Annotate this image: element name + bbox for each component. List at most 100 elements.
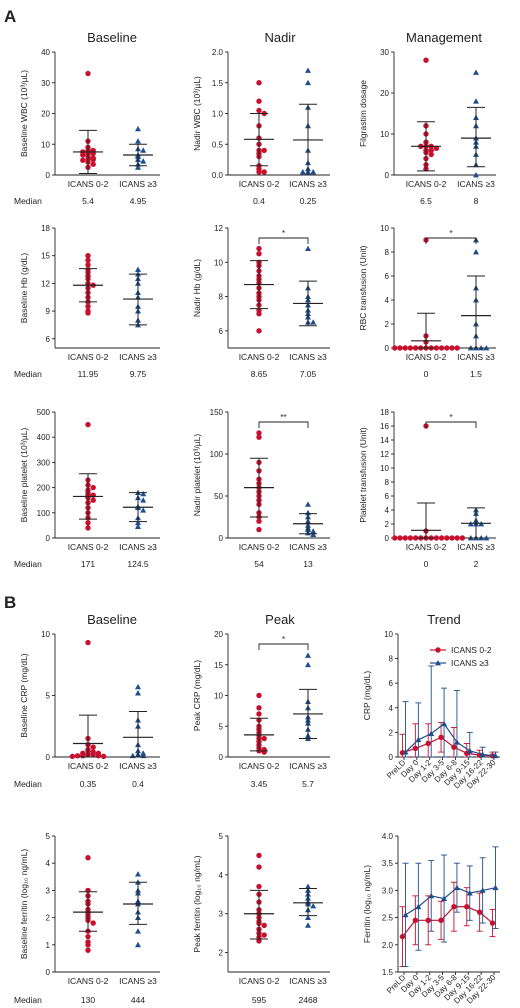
section-a-title-management: Management [406, 30, 482, 45]
icans-3plus-point [473, 249, 479, 255]
trend-point [402, 911, 409, 918]
trend-point [415, 903, 422, 910]
icans-0-2-point [85, 262, 91, 268]
y-axis-label: CRP (mg/dL) [362, 671, 372, 721]
icans-3plus-point [135, 871, 141, 877]
y-tick-label: 8 [219, 293, 224, 302]
significance-label: * [449, 413, 452, 422]
icans-0-2-point [90, 751, 96, 758]
y-axis-label: Filgrastim dosage [358, 80, 368, 147]
icans-3plus-point [473, 172, 479, 178]
y-tick-label: 0 [385, 344, 390, 353]
icans-0-2-point [256, 852, 262, 859]
icans-0-2-point [256, 328, 262, 334]
median-value: 595 [252, 995, 266, 1005]
legend-marker [435, 660, 441, 666]
y-tick-label: 200 [37, 484, 51, 493]
x-category-label: ICANS 0-2 [239, 761, 280, 771]
median-value: 171 [81, 559, 95, 569]
x-category-label: ICANS ≥3 [457, 352, 495, 362]
median-value: 7.05 [300, 369, 317, 379]
icans-3plus-point [305, 914, 311, 920]
significance-bracket [425, 237, 477, 244]
icans-0-2-point [402, 345, 408, 351]
legend-label: ICANS 0-2 [451, 645, 492, 655]
trend-point [476, 909, 483, 915]
median-value: 11.95 [78, 369, 99, 379]
icans-3plus-point [483, 345, 490, 351]
trend-point [453, 884, 460, 891]
chart-a-baseline-platelet: 0 100 200 300 400 500 Baseline platelet (10³/µ… [19, 408, 160, 569]
icans-3plus-point [140, 147, 147, 153]
median-value: 9.75 [130, 369, 147, 379]
icans-3plus-point [483, 535, 490, 541]
y-tick-label: 10 [380, 464, 389, 473]
y-tick-label: 18 [380, 408, 389, 417]
x-category-label: ICANS ≥3 [457, 179, 495, 189]
icans-0-2-point [80, 152, 86, 158]
trend-point [428, 892, 435, 899]
icans-0-2-point [256, 169, 262, 175]
y-tick-label: 10 [214, 258, 223, 267]
icans-0-2-point [256, 526, 262, 533]
icans-3plus-point [135, 519, 141, 526]
y-axis-label: Platelet transfusion (Unit) [358, 427, 368, 523]
trend-point [425, 740, 431, 747]
chart-a-nadir-platelet: 0 50 100 150 Nadir platelet (10³/µL) ICANS 0-… [192, 408, 330, 569]
icans-0-2-point [90, 492, 96, 498]
trend-point [466, 747, 473, 754]
icans-0-2-point [80, 157, 86, 163]
x-category-label: ICANS 0-2 [406, 542, 447, 552]
icans-3plus-point [135, 523, 141, 530]
x-category-label: ICANS 0-2 [68, 352, 109, 362]
median-value: 124.5 [127, 559, 149, 569]
icans-0-2-point [256, 864, 262, 870]
y-tick-label: 4 [385, 296, 390, 305]
icans-0-2-point [256, 107, 262, 114]
icans-0-2-point [256, 938, 262, 944]
y-tick-label: 3 [46, 886, 51, 895]
icans-0-2-point [90, 920, 96, 926]
y-tick-label: 2.0 [382, 941, 394, 950]
median-value: 444 [131, 995, 145, 1005]
y-axis-label: Baseline platelet (10³/µL) [19, 427, 29, 522]
trend-point [402, 749, 409, 755]
y-tick-label: 15 [41, 252, 50, 261]
trend-point [428, 730, 435, 737]
chart-b-ferritin-trend: 1.5 2.0 2.5 3.0 3.5 4.0 Ferritin (log₁₀ ng/mL)… [362, 832, 500, 1006]
y-tick-label: 2 [385, 520, 390, 529]
icans-0-2-point [392, 345, 398, 351]
x-category-label: ICANS 0-2 [68, 976, 109, 986]
icans-3plus-point [135, 138, 141, 144]
icans-3plus-point [305, 652, 311, 658]
icans-0-2-point [402, 535, 408, 541]
chart-a-nadir-wbc: 0.0 0.5 1.0 1.5 2.0 Nadir WBC (10³/µL) ICANS 0… [192, 48, 330, 206]
icans-3plus-point [135, 164, 141, 170]
icans-0-2-point [454, 535, 460, 541]
icans-0-2-point [85, 252, 91, 259]
y-tick-label: 8 [385, 248, 390, 257]
y-tick-label: 12 [41, 279, 50, 288]
y-tick-label: 0 [389, 753, 394, 762]
chart-a-platelet-transfusion: 0 2 4 6 8 10 12 14 16 18 Platelet transfusion (Uni… [358, 408, 496, 569]
y-tick-label: 14 [380, 436, 389, 445]
y-tick-label: 2.0 [212, 48, 224, 57]
y-axis-label: Baseline Hb (g/dL) [19, 253, 29, 324]
y-tick-label: 4 [46, 859, 51, 868]
y-tick-label: 2 [389, 728, 394, 737]
chart-a-baseline-wbc: 0 10 20 30 40 Baseline WBC (10³/µL) ICANS 0-2 5… [19, 48, 160, 206]
icans-0-2-point [412, 345, 419, 351]
y-tick-label: 3 [219, 910, 224, 919]
y-tick-label: 0 [219, 534, 224, 543]
icans-0-2-point [392, 535, 398, 541]
y-tick-label: 300 [37, 458, 51, 467]
icans-0-2-point [459, 535, 466, 541]
icans-3plus-point [305, 883, 311, 889]
x-category-label: ICANS 0-2 [68, 542, 109, 552]
chart-a-nadir-hb: 6 8 10 12 Nadir Hb (g/dL) ICANS 0-2 8.65 ICANS … [192, 224, 330, 379]
trend-point [466, 890, 473, 896]
median-value: 0.35 [80, 779, 97, 789]
significance-bracket [258, 421, 309, 428]
x-category-label: ICANS ≥3 [119, 352, 157, 362]
icans-0-2-point [90, 484, 96, 491]
